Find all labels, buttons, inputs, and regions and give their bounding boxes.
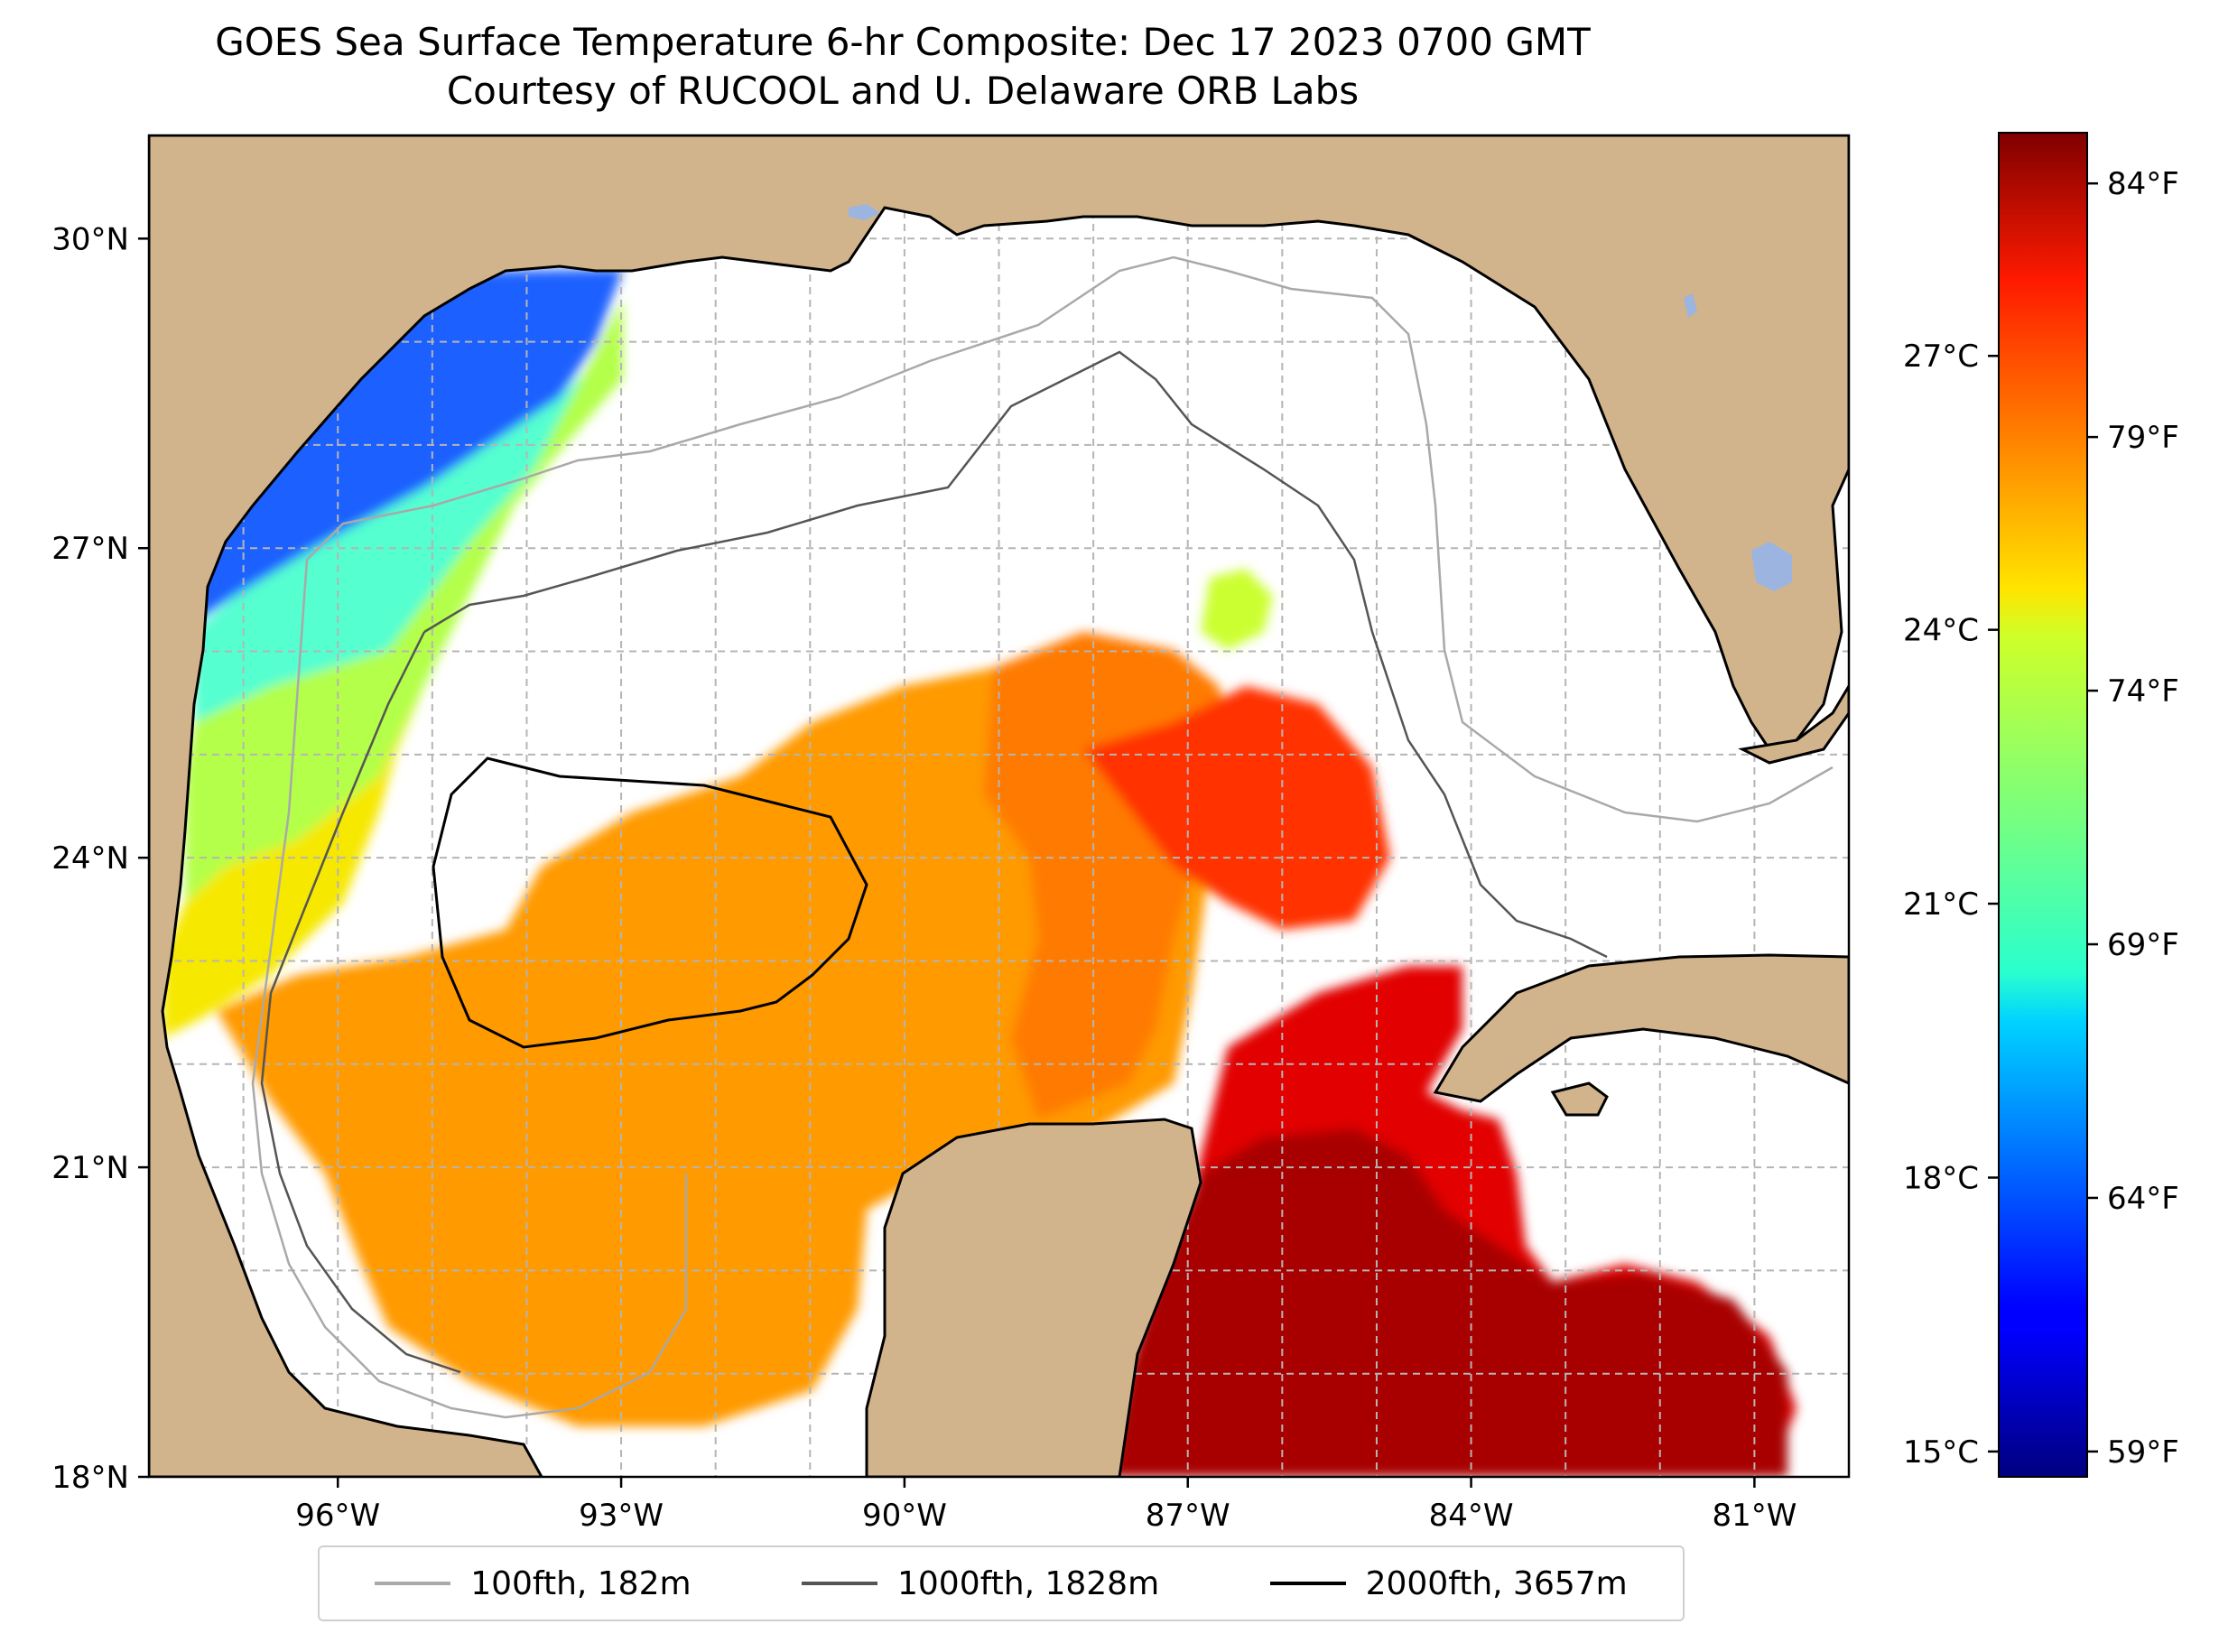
cb-f-tick-label: 69°F — [2107, 927, 2179, 963]
bathymetry-contours — [251, 255, 1834, 1419]
lon-tick-label: 90°W — [862, 1498, 947, 1534]
cb-c-tick-label: 27°C — [1903, 339, 1979, 375]
cb-f-tick-label: 79°F — [2107, 420, 2179, 456]
lon-tick-label: 93°W — [579, 1498, 664, 1534]
bathymetry-legend: 100fth, 182m 1000fth, 1828m 2000fth, 365… — [318, 1545, 1685, 1621]
land-yucatan — [865, 1118, 1202, 1477]
lake-north-fl — [1684, 293, 1697, 318]
cb-c-tick-label: 21°C — [1903, 886, 1979, 923]
land-layer — [149, 135, 1849, 1477]
lon-tick-label: 81°W — [1712, 1498, 1797, 1534]
legend-line-100fth — [375, 1582, 451, 1585]
legend-label-2000fth: 2000fth, 3657m — [1365, 1564, 1628, 1602]
lon-tick-label: 96°W — [295, 1498, 380, 1534]
lake-pontchartrain — [849, 204, 880, 220]
lat-tick-label: 18°N — [51, 1460, 129, 1496]
cb-c-tick-label: 15°C — [1903, 1434, 1979, 1471]
lat-tick-label: 27°N — [51, 531, 129, 567]
legend-line-2000fth — [1269, 1582, 1346, 1585]
legend-item-100fth: 100fth, 182m — [375, 1564, 692, 1602]
lake-okeechobee — [1751, 542, 1792, 591]
longitude-axis: 96°W 93°W 90°W 87°W 84°W 81°W — [295, 1477, 1797, 1534]
lat-tick-label: 24°N — [51, 840, 129, 877]
contour-2000fth — [432, 756, 868, 1049]
cb-f-tick-label: 84°F — [2107, 166, 2179, 202]
colorbar-celsius-ticks: 27°C 24°C 21°C 18°C 15°C — [1903, 339, 1999, 1471]
map-subtitle: Courtesy of RUCOOL and U. Delaware ORB L… — [446, 69, 1360, 113]
land-isla-juventud — [1550, 1081, 1609, 1117]
cb-c-tick-label: 24°C — [1903, 613, 1979, 649]
sst-yellow-west — [162, 686, 424, 1038]
sst-cold-nw-shelf — [194, 269, 623, 623]
cb-f-tick-label: 59°F — [2107, 1434, 2179, 1471]
sst-green-band — [185, 298, 623, 903]
sst-orange-central — [217, 650, 1228, 1426]
lon-tick-label: 87°W — [1146, 1498, 1230, 1534]
contour-1000fth — [260, 350, 1608, 1374]
land-florida-keys — [1738, 683, 1849, 765]
sst-cyan-band — [194, 361, 596, 722]
colorbar — [1998, 132, 2088, 1478]
legend-item-1000fth: 1000fth, 1828m — [801, 1564, 1160, 1602]
legend-label-1000fth: 1000fth, 1828m — [896, 1564, 1160, 1602]
cb-f-tick-label: 64°F — [2107, 1181, 2179, 1217]
lon-tick-label: 84°W — [1429, 1498, 1514, 1534]
sst-darkred-caribbean — [1110, 1128, 1787, 1477]
sst-red-loop — [1083, 686, 1390, 930]
latitude-axis: 30°N 27°N 24°N 21°N 18°N — [51, 221, 149, 1496]
legend-item-2000fth: 2000fth, 3657m — [1269, 1564, 1628, 1602]
land-cuba — [1433, 953, 1849, 1103]
cb-c-tick-label: 18°C — [1903, 1160, 1979, 1196]
cb-f-tick-label: 74°F — [2107, 673, 2179, 710]
legend-line-1000fth — [801, 1582, 877, 1585]
colorbar-fahrenheit-ticks: 84°F 79°F 74°F 69°F 64°F 59°F — [2087, 166, 2179, 1471]
contour-100fth — [251, 255, 1834, 1419]
land-us-gulf-coast — [149, 135, 1849, 1477]
map-area — [149, 135, 1849, 1477]
map-title: GOES Sea Surface Temperature 6-hr Compos… — [215, 20, 1591, 64]
gridlines — [149, 135, 1849, 1477]
lat-tick-label: 21°N — [51, 1150, 129, 1186]
lat-tick-label: 30°N — [51, 221, 129, 257]
legend-label-100fth: 100fth, 182m — [470, 1564, 692, 1602]
map-frame — [147, 134, 1851, 1479]
sst-lightgreen-patch — [1201, 569, 1273, 650]
lakes-layer — [849, 204, 1792, 591]
